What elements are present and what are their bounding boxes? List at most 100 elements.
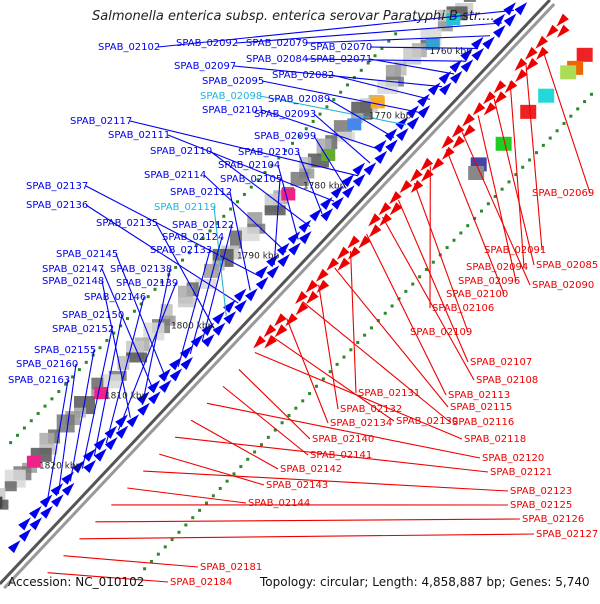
forward-gene-label: SPAB_02070 xyxy=(310,42,372,53)
track-guide-dot xyxy=(452,239,455,242)
forward-gene-label: SPAB_02098 xyxy=(200,91,262,102)
gc-content-block xyxy=(265,205,286,215)
reverse-gene-label: SPAB_02132 xyxy=(340,404,402,415)
reverse-gene-arrow xyxy=(421,169,434,182)
track-guide-dot xyxy=(480,210,483,213)
forward-gene-arrow xyxy=(439,82,452,95)
forward-gene-label: SPAB_02110 xyxy=(150,146,212,157)
reverse-gene-arrow xyxy=(316,269,329,282)
reverse-label-leader xyxy=(351,251,356,393)
reverse-label-leader xyxy=(79,534,534,539)
track-guide-dot xyxy=(239,465,242,468)
forward-gene-arrow xyxy=(8,540,21,553)
feature-block xyxy=(281,188,295,200)
forward-gene-arrow xyxy=(127,414,140,427)
reverse-gene-arrow xyxy=(420,158,433,171)
track-guide-dot xyxy=(319,113,322,116)
track-guide-dot xyxy=(301,399,304,402)
track-guide-dot xyxy=(44,405,47,408)
forward-gene-arrow xyxy=(18,517,31,530)
forward-gene-label: SPAB_02097 xyxy=(174,61,236,72)
reverse-gene-arrow xyxy=(462,113,475,126)
track-guide-dot xyxy=(23,427,26,430)
track-guide-dot xyxy=(384,312,387,315)
track-guide-dot xyxy=(394,32,397,35)
forward-gene-label: SPAB_02160 xyxy=(16,359,78,370)
feature-block xyxy=(0,497,2,509)
forward-gene-arrow xyxy=(245,288,258,301)
forward-gene-arrow xyxy=(148,391,161,404)
reverse-gene-arrow xyxy=(484,102,497,115)
track-guide-dot xyxy=(556,129,559,132)
forward-gene-label: SPAB_02136 xyxy=(26,200,88,211)
feature-block xyxy=(347,118,361,130)
forward-gene-arrow xyxy=(29,517,42,530)
forward-gene-label: SPAB_02150 xyxy=(62,310,124,321)
reverse-gene-arrow xyxy=(295,291,308,304)
track-guide-dot xyxy=(246,458,249,461)
reverse-gene-arrow xyxy=(306,291,319,304)
feature-block xyxy=(520,105,536,119)
forward-gene-label: SPAB_02105 xyxy=(220,174,282,185)
track-guide-dot xyxy=(349,348,352,351)
ruler-tick-label: 1760 kbp xyxy=(429,47,472,57)
track-guide-dot xyxy=(260,443,263,446)
track-guide-dot xyxy=(78,368,81,371)
reverse-gene-label: SPAB_02142 xyxy=(280,464,342,475)
genome-title: Salmonella enterica subsp. enterica sero… xyxy=(92,9,495,24)
track-guide-dot xyxy=(374,54,377,57)
reverse-gene-arrow xyxy=(358,235,371,248)
topology-text: Topology: circular; Length: 4,858,887 bp… xyxy=(260,575,590,589)
reverse-gene-arrow xyxy=(253,335,266,348)
reverse-gene-arrow xyxy=(556,14,569,27)
forward-gene-arrow xyxy=(504,14,517,27)
reverse-gene-label: SPAB_02131 xyxy=(358,388,420,399)
forward-gene-label: SPAB_02089 xyxy=(268,94,330,105)
forward-gene-arrow xyxy=(352,163,365,176)
reverse-gene-arrow xyxy=(432,158,445,171)
forward-gene-arrow xyxy=(503,2,516,15)
ruler-tick-label: 1790 kbp xyxy=(237,251,280,261)
reverse-gene-arrow xyxy=(264,324,277,337)
track-guide-dot xyxy=(549,137,552,140)
forward-gene-label: SPAB_02095 xyxy=(202,76,264,87)
reverse-gene-label: SPAB_02143 xyxy=(266,480,328,491)
reverse-gene-label: SPAB_02121 xyxy=(490,467,552,478)
reverse-gene-arrow xyxy=(306,280,319,293)
reverse-gene-label: SPAB_02126 xyxy=(522,514,584,525)
forward-gene-arrow xyxy=(450,71,463,84)
forward-gene-label: SPAB_02163 xyxy=(8,375,70,386)
forward-gene-label: SPAB_02137 xyxy=(26,181,88,192)
forward-gene-arrow xyxy=(29,506,42,519)
forward-gene-label: SPAB_02147 xyxy=(42,264,104,275)
forward-gene-arrow xyxy=(364,162,377,175)
forward-gene-arrow xyxy=(320,197,333,210)
forward-gene-label: SPAB_02093 xyxy=(254,109,316,120)
reverse-gene-arrow xyxy=(473,102,486,115)
forward-gene-arrow xyxy=(170,368,183,381)
track-guide-dot xyxy=(281,421,284,424)
reverse-gene-label: SPAB_02085 xyxy=(536,260,598,271)
forward-gene-arrow xyxy=(256,277,269,290)
track-guide-dot xyxy=(16,434,19,437)
forward-gene-label: SPAB_02071 xyxy=(310,54,372,65)
feature-block xyxy=(577,48,593,62)
reverse-gene-arrow xyxy=(400,180,413,193)
forward-gene-arrow xyxy=(159,380,172,393)
forward-gene-label: SPAB_02102 xyxy=(98,42,160,53)
forward-gene-arrow xyxy=(105,437,118,450)
track-guide-dot xyxy=(50,397,53,400)
reverse-gene-label: SPAB_02106 xyxy=(432,303,494,314)
reverse-gene-arrow xyxy=(348,247,361,260)
track-guide-dot xyxy=(294,407,297,410)
track-guide-dot xyxy=(85,361,88,364)
reverse-gene-label: SPAB_02130 xyxy=(396,416,458,427)
track-guide-dot xyxy=(37,412,40,415)
track-guide-dot xyxy=(232,472,235,475)
track-guide-dot xyxy=(236,200,239,203)
track-guide-dot xyxy=(126,317,129,320)
reverse-gene-arrow xyxy=(264,335,277,348)
reverse-gene-label: SPAB_02127 xyxy=(536,529,598,540)
forward-gene-arrow xyxy=(353,174,366,187)
reverse-gene-arrow xyxy=(546,25,559,38)
